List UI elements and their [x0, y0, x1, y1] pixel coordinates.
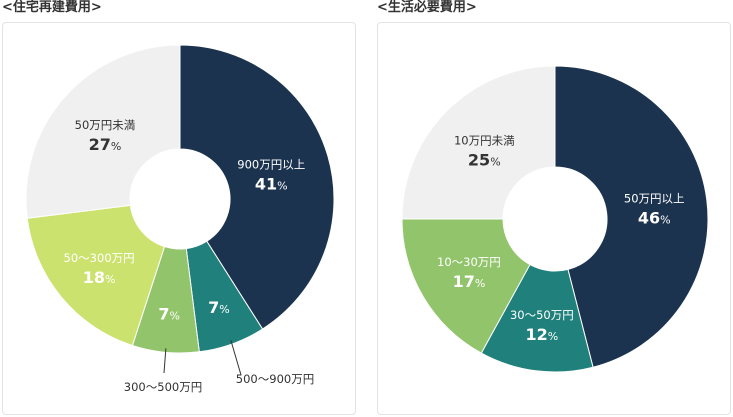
slice-percent-1: 12%	[525, 325, 558, 344]
slice-percent-1: 7%	[208, 298, 230, 317]
slices	[401, 65, 709, 373]
pie-slice-3	[26, 204, 166, 347]
callout-line-1	[230, 339, 242, 376]
chart-panel-housing: 900万円以上 41% 7% 500〜900万円 7% 300〜500万円 50〜300万円…	[2, 22, 356, 415]
pie-slice-2	[401, 218, 531, 354]
pie-slice-0	[179, 44, 335, 330]
slice-labels: 900万円以上 41% 7% 500〜900万円 7% 300〜500万円 50〜300万円…	[64, 118, 315, 394]
slice-percent-3: 25%	[468, 150, 501, 169]
slice-label-2: 10〜30万円	[437, 255, 501, 269]
donut-chart-living: 50万円以上 46% 30〜50万円 12% 10〜30万円 17% 10万円未満 25%	[401, 65, 709, 373]
slice-label-3: 50〜300万円	[64, 251, 135, 265]
slice-percent-4: 27%	[89, 135, 122, 154]
slice-label-0: 900万円以上	[237, 157, 305, 171]
chart-panel-living: 50万円以上 46% 30〜50万円 12% 10〜30万円 17% 10万円未満 25%	[377, 22, 731, 415]
slice-label-3: 10万円未満	[454, 133, 515, 147]
slice-label-2: 300〜500万円	[124, 380, 202, 394]
slice-percent-3: 18%	[83, 268, 116, 287]
callout-line-2	[163, 348, 167, 374]
slice-label-1: 30〜50万円	[510, 308, 574, 322]
pie-slice-1	[480, 263, 594, 373]
chart-title-housing: <住宅再建費用>	[2, 0, 102, 15]
slice-label-1: 500〜900万円	[236, 372, 314, 386]
donut-chart-housing: 900万円以上 41% 7% 500〜900万円 7% 300〜500万円 50〜300万円…	[25, 44, 335, 394]
slice-label-4: 50万円未満	[75, 118, 136, 132]
slice-label-0: 50万円以上	[624, 191, 685, 205]
slices	[25, 44, 335, 354]
pie-slice-0	[554, 65, 709, 368]
slice-percent-2: 7%	[158, 304, 180, 323]
slice-percent-0: 41%	[255, 174, 288, 193]
chart-title-living: <生活必要費用>	[377, 0, 477, 15]
pie-slice-4	[25, 44, 181, 219]
slice-percent-2: 17%	[453, 272, 486, 291]
slice-labels: 50万円以上 46% 30〜50万円 12% 10〜30万円 17% 10万円未満 25%	[437, 133, 684, 344]
pie-slice-3	[401, 65, 556, 220]
slice-percent-0: 46%	[638, 208, 671, 227]
